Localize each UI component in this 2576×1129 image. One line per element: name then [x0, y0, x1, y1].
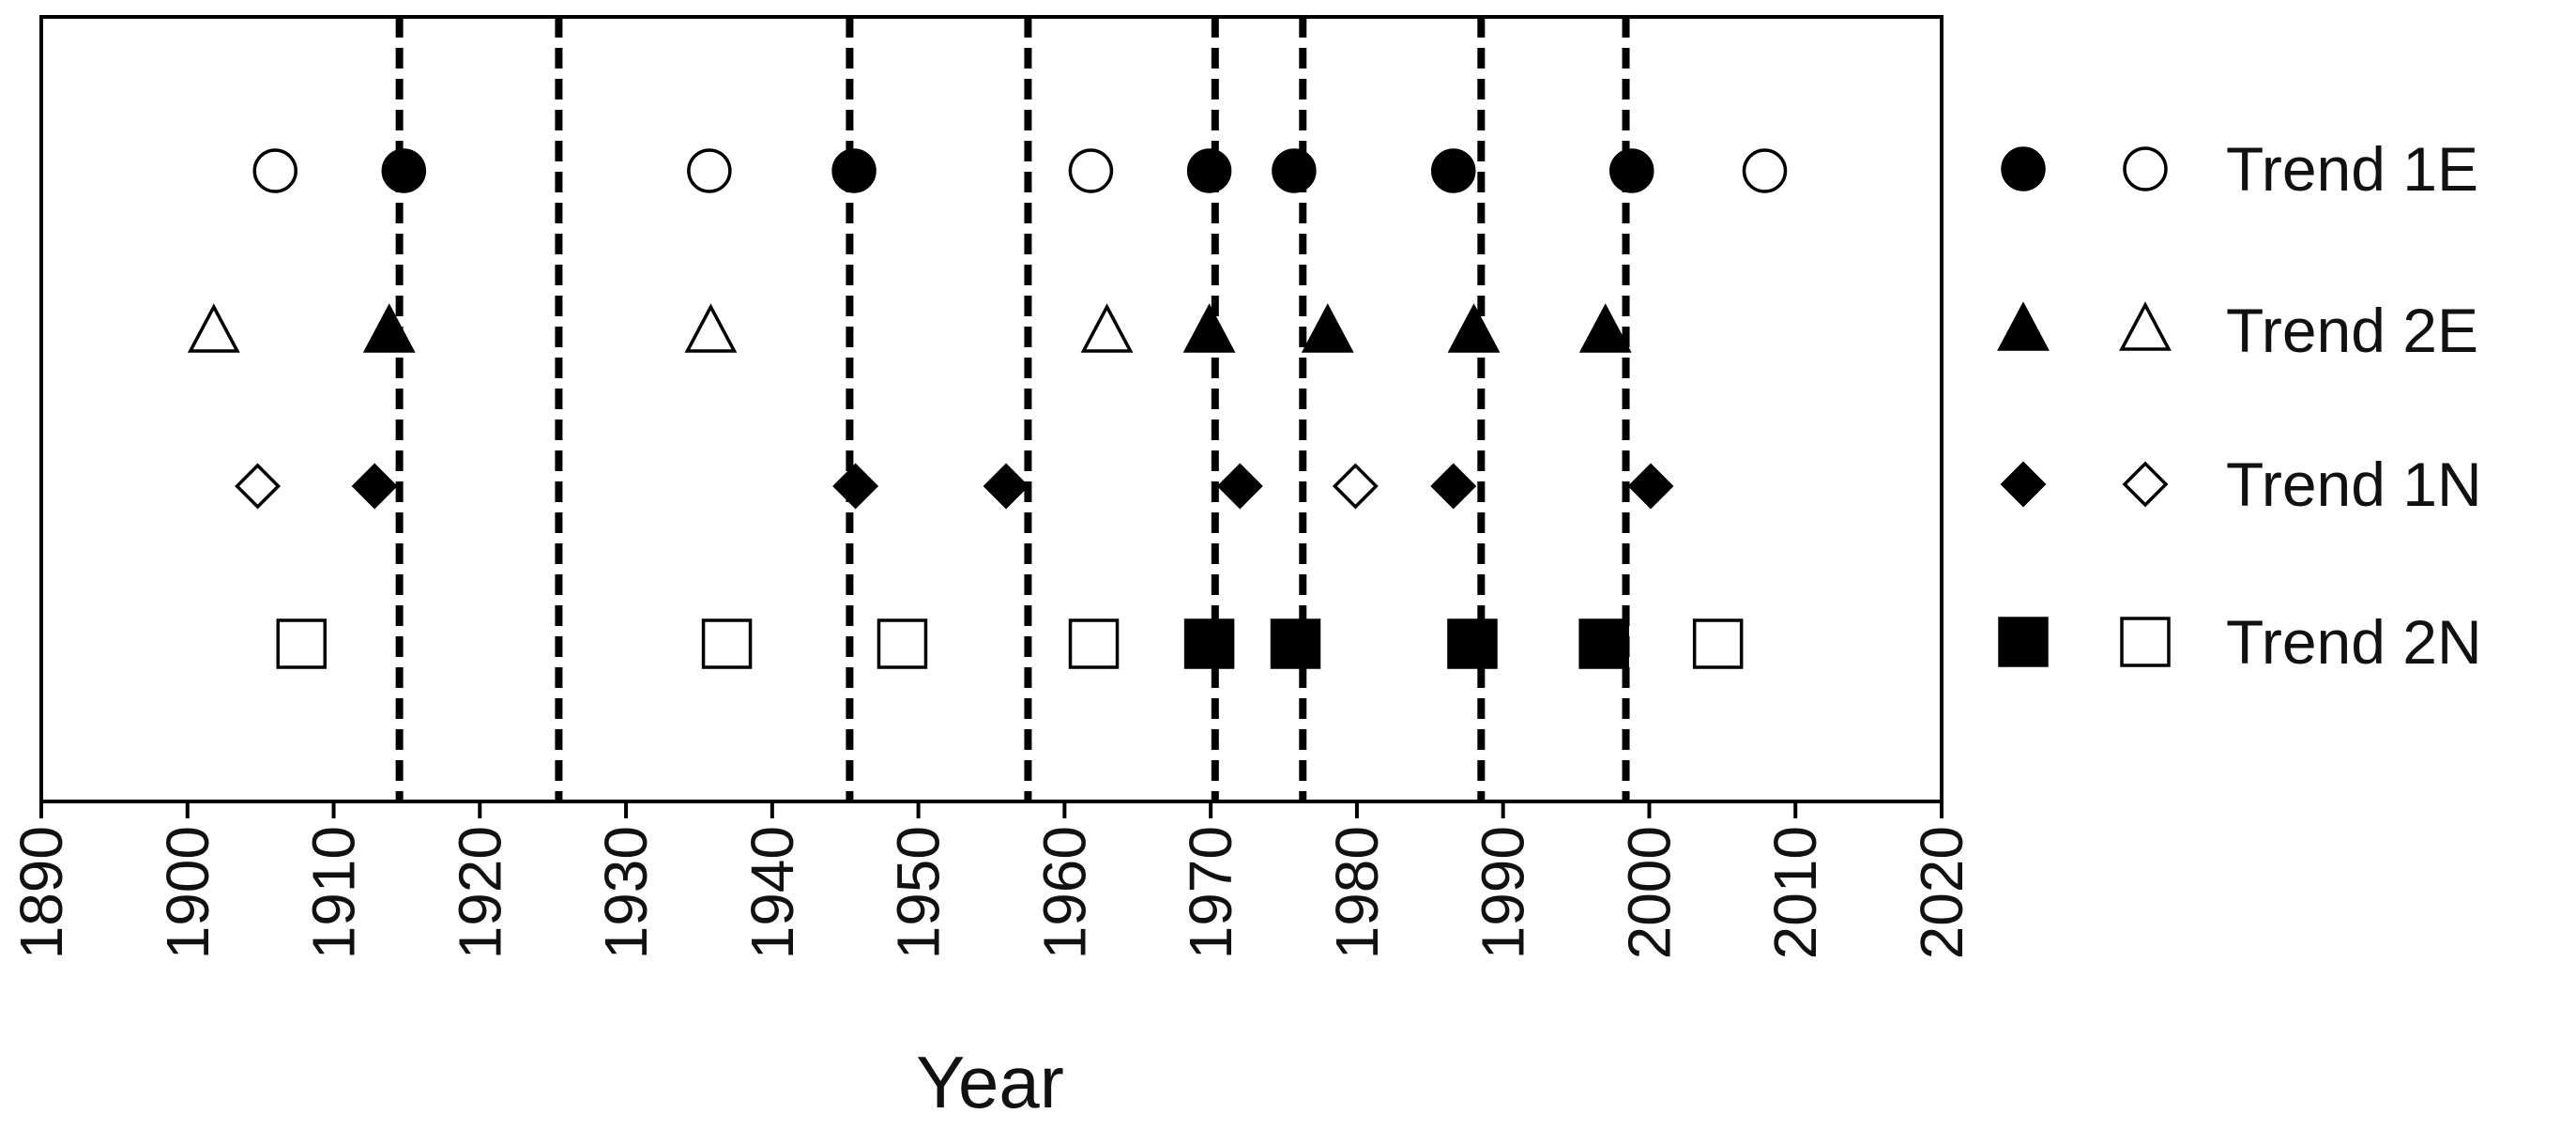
- legend-marker-open: [2122, 461, 2169, 508]
- filled-marker: [1578, 303, 1632, 353]
- legend-marker-open: [2119, 301, 2172, 351]
- filled-marker: [1270, 618, 1321, 669]
- open-marker: [687, 148, 732, 193]
- filled-marker: [831, 148, 876, 193]
- filled-marker: [381, 148, 427, 193]
- filled-marker: [1430, 148, 1476, 193]
- filled-marker: [983, 463, 1029, 510]
- open-marker: [701, 618, 753, 669]
- filled-marker: [1447, 303, 1501, 353]
- x-tick-label: 2020: [1908, 826, 1975, 959]
- filled-marker: [362, 303, 416, 353]
- filled-marker: [1216, 463, 1263, 510]
- x-tick-label: 1930: [592, 826, 660, 959]
- filled-marker: [1272, 148, 1317, 193]
- legend-marker-open: [2120, 617, 2171, 667]
- filled-marker: [351, 463, 398, 510]
- filled-marker: [1182, 303, 1236, 353]
- legend-marker-filled: [2000, 461, 2047, 508]
- x-tick-label: 1950: [885, 826, 953, 959]
- x-tick-label: 1920: [446, 826, 513, 959]
- x-tick-label: 1980: [1323, 826, 1391, 959]
- x-tick-label: 1960: [1030, 826, 1098, 959]
- filled-marker: [1183, 618, 1235, 669]
- x-tick-label: 1990: [1470, 826, 1537, 959]
- x-tick-label: 2010: [1761, 826, 1829, 959]
- open-marker: [1332, 463, 1379, 510]
- legend-marker-filled: [2001, 146, 2046, 191]
- open-marker: [876, 618, 928, 669]
- filled-marker: [1578, 618, 1629, 669]
- filled-marker: [1447, 618, 1498, 669]
- filled-marker: [1627, 463, 1674, 510]
- legend-marker-filled: [1998, 617, 2049, 667]
- open-marker: [187, 303, 240, 353]
- open-marker: [235, 463, 282, 510]
- x-tick-label: 1910: [300, 826, 368, 959]
- open-marker: [1742, 148, 1788, 193]
- legend-label: Trend 1N: [2226, 450, 2482, 519]
- legend-marker-open: [2123, 146, 2168, 191]
- legend-label: Trend 2N: [2226, 607, 2482, 677]
- x-tick-label: 1890: [8, 826, 75, 959]
- legend-label: Trend 2E: [2226, 296, 2478, 365]
- x-tick-label: 1940: [739, 826, 806, 959]
- open-marker: [276, 618, 328, 669]
- x-tick-label: 1900: [154, 826, 221, 959]
- x-tick-label: 1970: [1177, 826, 1244, 959]
- plot-frame: [39, 15, 1943, 803]
- open-marker: [1080, 303, 1134, 353]
- filled-marker: [832, 463, 879, 510]
- filled-marker: [1430, 463, 1477, 510]
- x-axis-label: Year: [916, 1041, 1064, 1123]
- filled-marker: [1609, 148, 1654, 193]
- x-tick-label: 2000: [1615, 826, 1683, 959]
- open-marker: [252, 148, 297, 193]
- legend-label: Trend 1E: [2226, 134, 2478, 204]
- filled-marker: [1301, 303, 1354, 353]
- open-marker: [1068, 618, 1120, 669]
- open-marker: [1068, 148, 1114, 193]
- filled-marker: [1186, 148, 1232, 193]
- legend-marker-filled: [1997, 301, 2050, 351]
- open-marker: [1692, 618, 1744, 669]
- open-marker: [684, 303, 738, 353]
